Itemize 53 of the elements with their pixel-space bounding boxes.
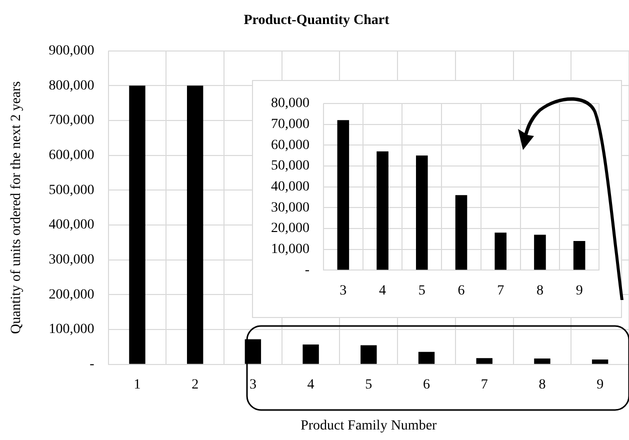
y-tick-label: -	[304, 262, 310, 278]
y-tick-label: 800,000	[48, 78, 94, 94]
bar	[416, 156, 428, 270]
y-tick-label: 40,000	[271, 179, 310, 194]
y-tick-label: 700,000	[48, 113, 94, 128]
bar	[337, 120, 350, 270]
bar	[302, 344, 319, 364]
x-tick-label: 6	[423, 377, 430, 392]
y-tick-label: -	[90, 357, 95, 372]
bar	[592, 360, 608, 364]
bar	[376, 151, 388, 270]
x-tick-label: 3	[340, 283, 347, 298]
x-tick-label: 6	[458, 283, 465, 298]
x-tick-label: 2	[192, 377, 199, 392]
y-tick-label: 60,000	[271, 138, 310, 153]
y-tick-label: 80,000	[271, 96, 310, 112]
y-tick-label: 500,000	[48, 182, 94, 198]
x-tick-label: 9	[576, 283, 583, 298]
y-tick-label: 10,000	[271, 242, 310, 258]
y-tick-label: 300,000	[48, 252, 94, 268]
y-tick-label: 100,000	[48, 322, 94, 338]
x-tick-label: 9	[596, 377, 604, 392]
x-tick-label: 1	[134, 377, 141, 392]
y-tick-label: 20,000	[271, 221, 310, 236]
x-axis-title: Product Family Number	[300, 418, 438, 434]
bar	[573, 241, 586, 270]
y-tick-label: 600,000	[48, 148, 94, 164]
bar	[534, 358, 550, 364]
x-tick-label: 4	[379, 283, 386, 298]
y-axis-title: Quantity of units ordered for the next 2 years	[9, 81, 24, 334]
y-tick-label: 70,000	[271, 116, 310, 132]
x-tick-label: 5	[365, 377, 372, 392]
bar	[186, 86, 204, 364]
bar	[418, 352, 435, 364]
x-tick-label: 7	[480, 377, 488, 392]
x-tick-label: 8	[538, 377, 546, 392]
x-tick-label: 7	[497, 283, 504, 298]
x-tick-label: 4	[307, 377, 314, 392]
x-tick-label: 5	[418, 283, 426, 298]
y-tick-label: 30,000	[271, 200, 310, 216]
x-tick-label: 8	[536, 283, 544, 298]
y-tick-label: 200,000	[48, 287, 94, 302]
y-tick-label: 900,000	[48, 43, 94, 58]
bar	[129, 86, 146, 364]
bar	[494, 232, 507, 270]
x-tick-label: 3	[249, 377, 256, 392]
y-tick-label: 400,000	[48, 218, 94, 233]
bar	[534, 234, 546, 270]
chart-title: Product-Quantity Chart	[244, 13, 390, 28]
bar	[455, 195, 468, 270]
bar	[360, 345, 377, 364]
y-tick-label: 50,000	[271, 158, 310, 174]
bar	[476, 358, 492, 364]
